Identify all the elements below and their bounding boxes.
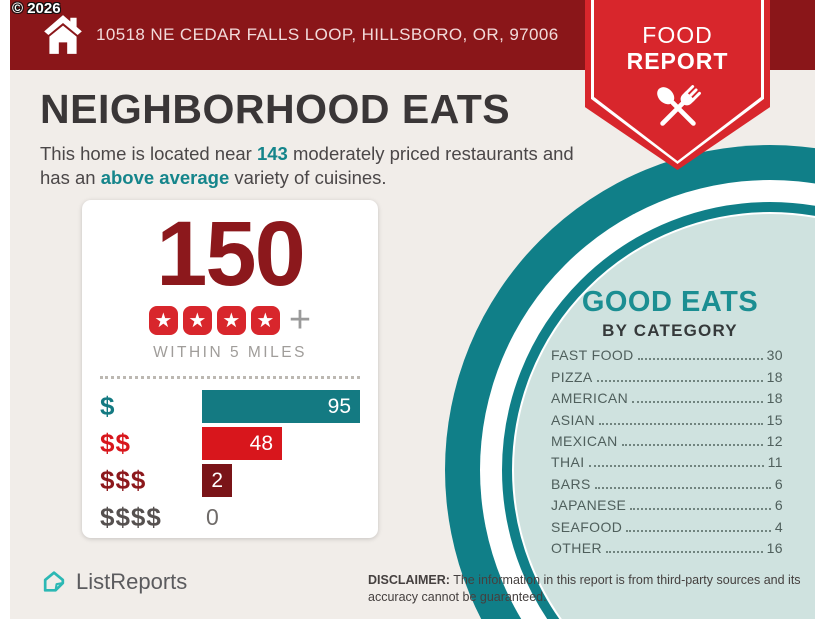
- home-icon: [44, 15, 82, 54]
- listreports-logo: ListReports: [40, 568, 187, 595]
- dotted-leader: [630, 508, 771, 511]
- plus-icon: +: [288, 299, 312, 341]
- badge-title-line1: FOOD: [642, 22, 713, 48]
- price-tier-label: $$: [100, 428, 131, 458]
- category-row: JAPANESE 6: [551, 494, 783, 515]
- category-row: THAI 11: [551, 451, 783, 472]
- category-count: 16: [766, 539, 783, 556]
- dotted-leader: [606, 550, 763, 553]
- badge-title-line2: REPORT: [626, 48, 729, 74]
- category-name: JAPANESE: [551, 497, 627, 514]
- dotted-leader: [637, 358, 763, 361]
- total-restaurants-count: 150: [156, 203, 306, 305]
- category-name: PIZZA: [551, 368, 593, 385]
- copyright-text: © 2026: [12, 0, 61, 17]
- category-name: BARS: [551, 475, 591, 492]
- category-row: AMERICAN 18: [551, 387, 783, 408]
- subtitle-text: moderately priced restaurants and: [287, 143, 574, 164]
- category-name: OTHER: [551, 539, 602, 556]
- restaurant-stats-card: 150 ★ ★ ★ ★ + WITHIN 5 MILES $95 $$ 48 $$$ 2 $$$$…: [82, 200, 378, 538]
- dotted-leader: [588, 465, 764, 468]
- category-name: MEXICAN: [551, 432, 618, 449]
- disclaimer-text: The information in this report is from t…: [368, 573, 801, 604]
- category-row: BARS 6: [551, 472, 783, 493]
- brand-name: ListReports: [76, 568, 188, 594]
- star-icon: ★: [216, 305, 246, 335]
- food-report-badge: FOOD REPORT: [585, 0, 770, 170]
- dotted-leader: [596, 379, 763, 382]
- page-title: NEIGHBORHOOD EATS: [40, 86, 511, 132]
- subtitle-text: variety of cuisines.: [229, 167, 387, 189]
- category-count: 18: [766, 368, 783, 385]
- category-row: SEAFOOD 4: [551, 515, 783, 536]
- category-name: FAST FOOD: [551, 347, 634, 364]
- dotted-leader: [632, 401, 763, 404]
- subtitle-text: This home is located near: [40, 143, 257, 164]
- listreports-house-icon: [43, 571, 65, 592]
- price-tier-row: $$$$ 0: [100, 501, 360, 534]
- page-subtitle: This home is located near 143 moderately…: [40, 142, 574, 190]
- good-eats-title: GOOD EATS: [581, 286, 759, 318]
- category-row: MEXICAN 12: [551, 430, 783, 451]
- price-tier-label: $$$$: [100, 502, 162, 532]
- category-name: AMERICAN: [551, 390, 629, 407]
- price-tier-label: $$$: [100, 465, 147, 495]
- star-icon: ★: [250, 305, 280, 335]
- category-name: THAI: [551, 454, 585, 471]
- dotted-leader: [621, 443, 763, 446]
- category-count: 18: [766, 390, 783, 407]
- category-count: 15: [766, 411, 783, 428]
- bar-zone: 95: [202, 390, 360, 423]
- variety-rating: above average: [100, 167, 230, 189]
- star-icon: ★: [182, 305, 212, 335]
- category-count: 6: [774, 497, 783, 514]
- category-count: 6: [774, 475, 783, 492]
- category-name: ASIAN: [551, 411, 596, 428]
- dashed-divider: [100, 376, 360, 379]
- crossed-spoon-fork-icon: [656, 85, 701, 126]
- category-count: 11: [767, 454, 783, 471]
- star-rating: ★ ★ ★ ★ +: [82, 299, 378, 341]
- price-tier-row: $$$ 2: [100, 464, 360, 497]
- category-row: OTHER 16: [551, 537, 783, 558]
- category-count: 4: [774, 518, 783, 535]
- dotted-leader: [599, 422, 763, 425]
- bar-zone: 0: [202, 501, 360, 534]
- radius-label: WITHIN 5 MILES: [153, 344, 307, 361]
- category-name: SEAFOOD: [551, 518, 623, 535]
- dotted-leader: [626, 529, 771, 532]
- tier-bar: 95: [202, 390, 360, 423]
- category-count: 12: [766, 432, 783, 449]
- price-tier-label: $: [100, 391, 116, 421]
- dotted-leader: [594, 486, 771, 489]
- tier-bar: 2: [202, 464, 232, 497]
- category-list: FAST FOOD 30 PIZZA 18 AMERICAN 18 ASIAN 15 MEXIC…: [551, 344, 783, 558]
- bar-zone: 48: [202, 427, 360, 460]
- disclaimer-label: DISCLAIMER:: [368, 573, 450, 587]
- tier-bar: 48: [202, 427, 282, 460]
- bar-zone: 2: [202, 464, 360, 497]
- food-report-infographic: 10518 NE CEDAR FALLS LOOP, HILLSBORO, OR…: [10, 0, 815, 619]
- category-count: 30: [766, 347, 783, 364]
- property-address: 10518 NE CEDAR FALLS LOOP, HILLSBORO, OR…: [96, 25, 559, 44]
- price-tier-row: $95: [100, 390, 360, 423]
- good-eats-subtitle: BY CATEGORY: [602, 321, 738, 340]
- category-row: ASIAN 15: [551, 408, 783, 429]
- star-icon: ★: [148, 305, 178, 335]
- disclaimer: DISCLAIMER: The information in this repo…: [368, 572, 815, 606]
- price-tier-bar-chart: $95 $$ 48 $$$ 2 $$$$ 0: [100, 390, 360, 534]
- restaurant-count: 143: [256, 143, 288, 164]
- price-tier-row: $$ 48: [100, 427, 360, 460]
- category-row: PIZZA 18: [551, 365, 783, 386]
- category-row: FAST FOOD 30: [551, 344, 783, 365]
- good-eats-header: GOOD EATS BY CATEGORY: [545, 286, 795, 341]
- badge-content: FOOD REPORT: [585, 0, 770, 170]
- tier-value-zero: 0: [206, 504, 219, 530]
- subtitle-text: has an: [40, 167, 101, 189]
